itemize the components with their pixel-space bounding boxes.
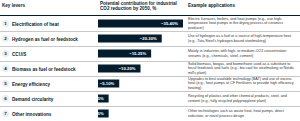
html-text:Solid biomass, biogas, and bio: Solid biomass, biogas, and biomethane us… xyxy=(188,62,295,75)
svg-text:~10-20%: ~10-20% xyxy=(119,66,136,71)
svg-text:~5%: ~5% xyxy=(98,96,104,101)
html-text:3: 3 xyxy=(4,51,7,56)
html-text:7: 7 xyxy=(4,111,7,116)
html-text:6: 6 xyxy=(4,96,7,101)
html-text:Use of hydrogen as a fuel or a: Use of hydrogen as a fuel or a source of… xyxy=(188,34,291,43)
html-text:Potential contribution for ind: Potential contribution for industrial CO… xyxy=(100,1,177,12)
svg-text:~35-40%: ~35-40% xyxy=(161,21,178,26)
html-text:Demand circularity: Demand circularity xyxy=(12,96,54,102)
html-text:1: 1 xyxy=(4,21,7,26)
html-text:Biomass as fuel or feedstock: Biomass as fuel or feedstock xyxy=(12,66,76,72)
svg-text:~20-30%: ~20-30% xyxy=(140,36,157,41)
html-text:Recycling of plastics and othe: Recycling of plastics and other chemical… xyxy=(188,94,287,103)
html-text:Mainly in industries with high: Mainly in industries with high- to mediu… xyxy=(188,49,287,58)
html-text:Energy efficiency: Energy efficiency xyxy=(12,81,50,87)
html-text:Electric furnaces, boilers, an: Electric furnaces, boilers, and heat pum… xyxy=(188,17,284,30)
html-text:Other technologies such as was: Other technologies such as waste heat, h… xyxy=(188,109,284,118)
html-text:Other innovations: Other innovations xyxy=(12,111,52,117)
html-text:Hydrogen as fuel or feedstock: Hydrogen as fuel or feedstock xyxy=(12,36,78,42)
html-text:CCU/S: CCU/S xyxy=(12,51,27,57)
html-text:5: 5 xyxy=(4,81,7,86)
svg-text:~5-10%: ~5-10% xyxy=(100,81,115,86)
html-text:Example applications: Example applications xyxy=(188,3,235,8)
html-text:4: 4 xyxy=(4,66,7,71)
html-text:Upgrades to best available tec: Upgrades to best available technology (B… xyxy=(188,77,294,90)
html-text:Key levers: Key levers xyxy=(2,3,25,8)
svg-text:~15-25%: ~15-25% xyxy=(129,51,146,56)
html-text:2: 2 xyxy=(4,36,7,41)
html-text:Electrification of heat: Electrification of heat xyxy=(12,21,59,27)
svg-text:~5%: ~5% xyxy=(98,111,104,116)
